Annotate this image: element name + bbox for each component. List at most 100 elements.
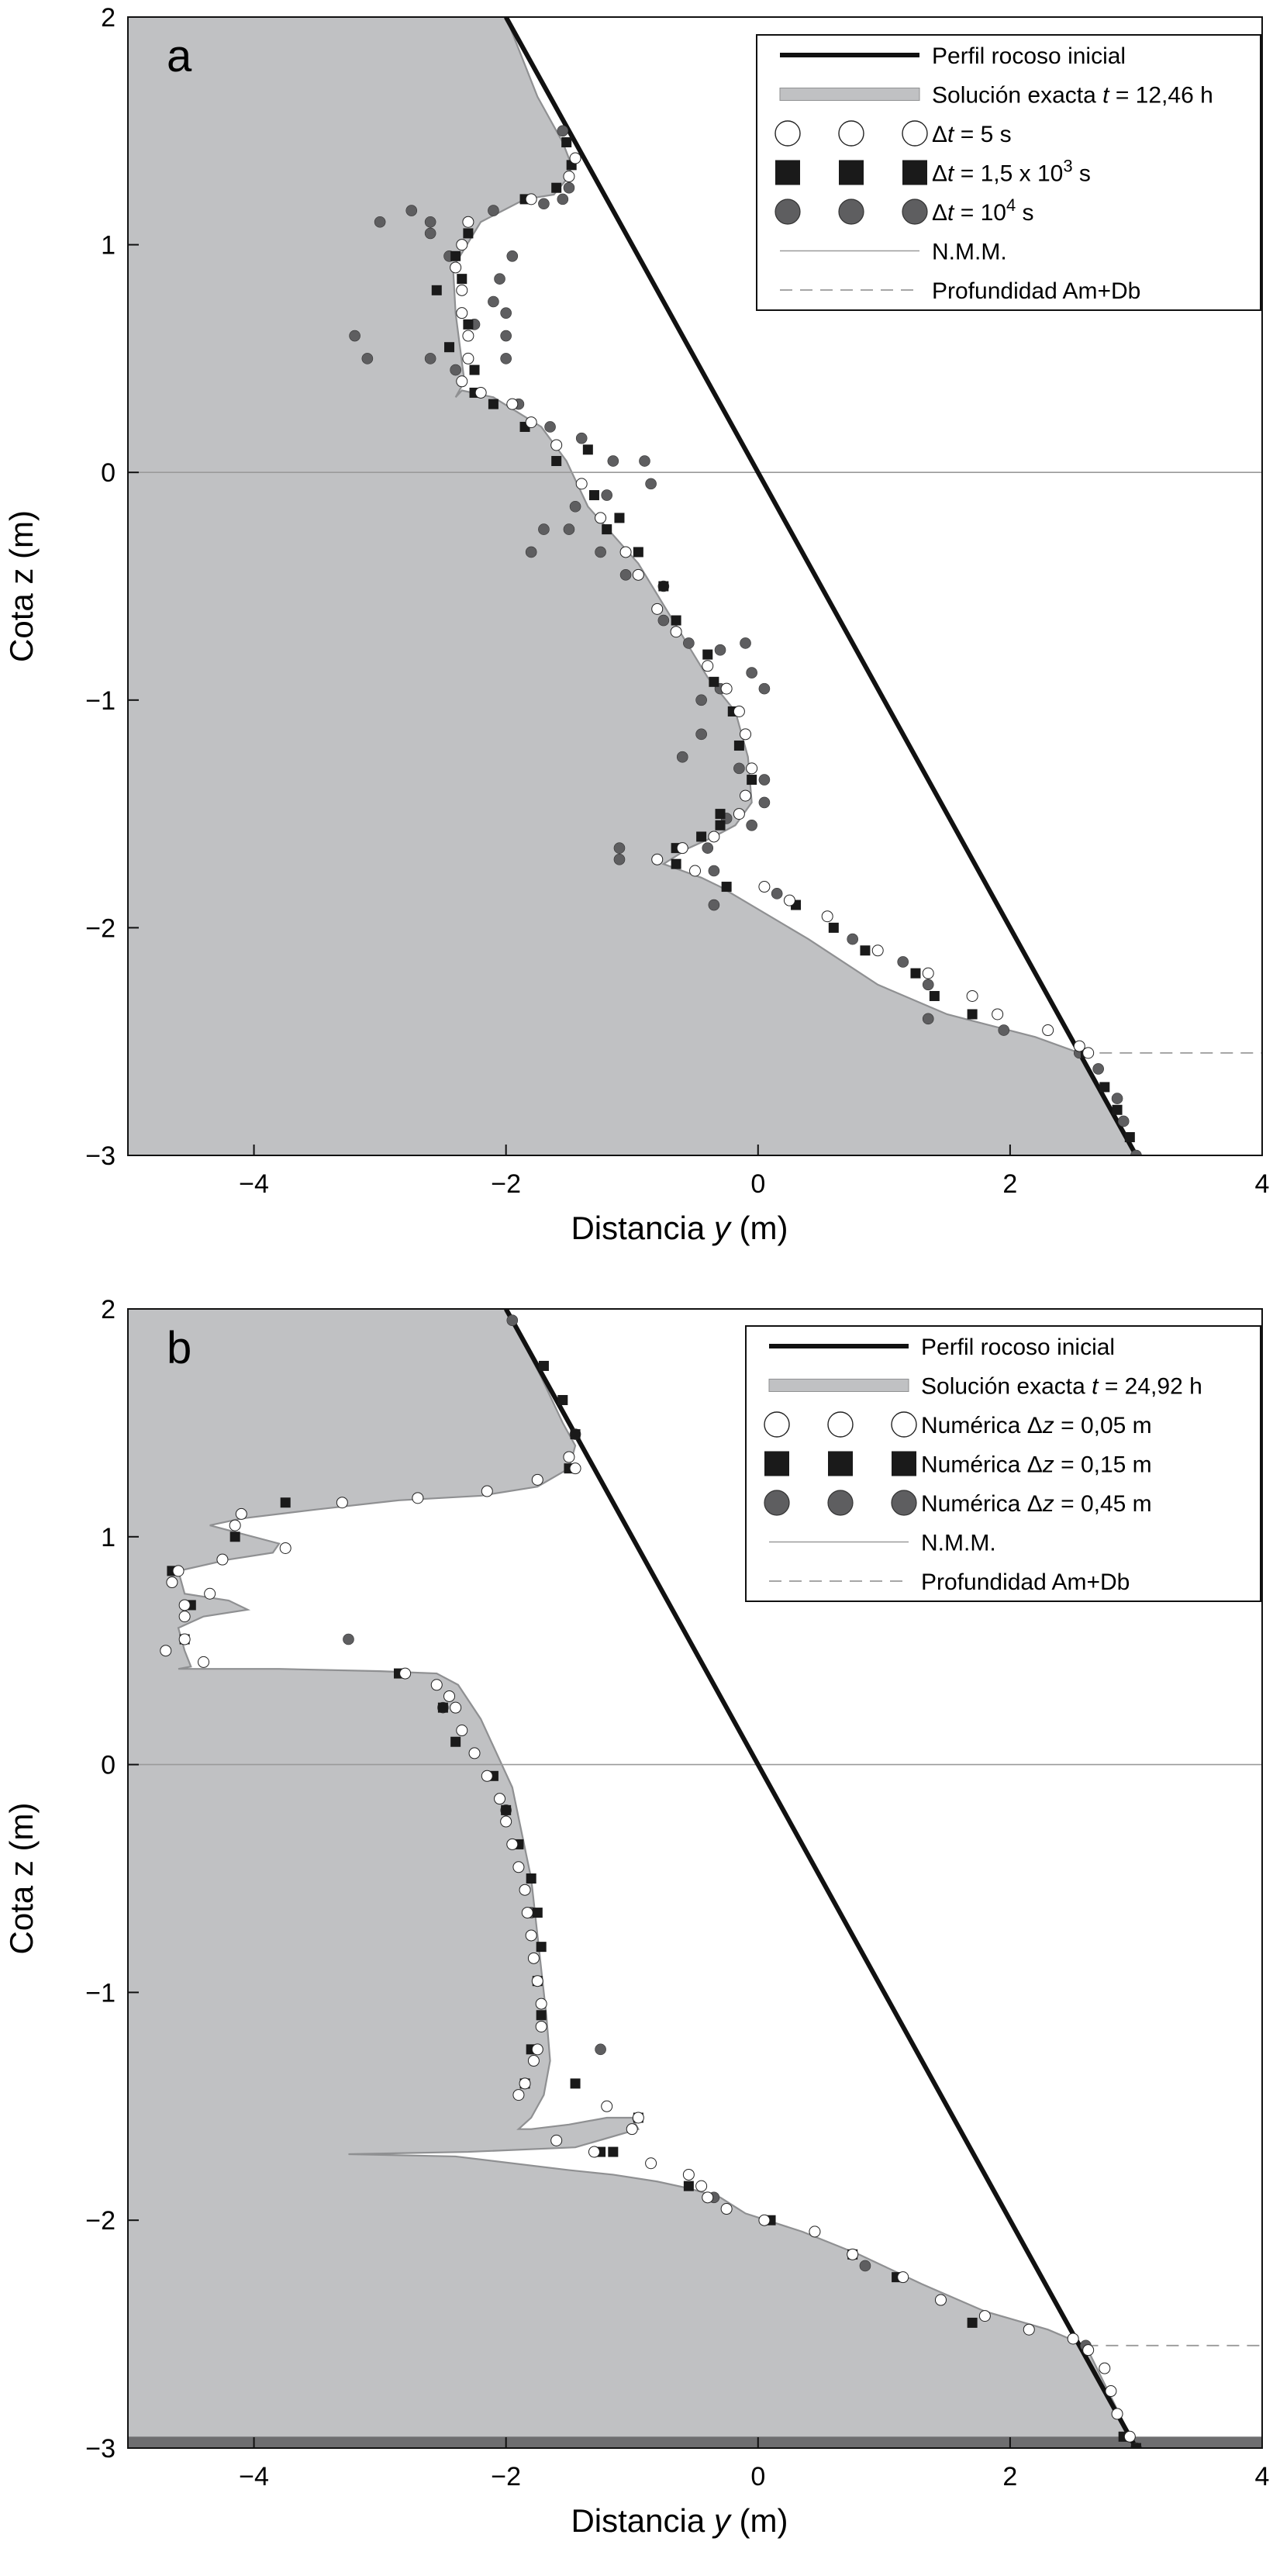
x-tick-label: −2 [491,2462,521,2491]
plot-area [128,1309,1262,2448]
legend-label-part: = 12,46 h [1109,83,1213,109]
data-point [910,968,921,979]
data-point [575,432,588,444]
legend-marker [764,1411,790,1438]
x-axis-label-var: y [712,1210,733,1246]
data-point [506,398,519,410]
x-tick-label: 4 [1255,2462,1270,2491]
data-point [1067,2333,1079,2345]
legend-label-s3: Δt = 104 s [932,195,1034,226]
data-point [708,830,720,843]
legend: Perfil rocoso inicial Solución exacta t =… [756,34,1261,311]
data-point [374,216,386,228]
data-point [670,626,682,638]
data-point [632,2112,644,2124]
data-point [746,667,757,679]
legend-label-part: t [1092,1374,1099,1400]
data-point [424,227,436,240]
data-point [702,660,714,672]
bottom-band [128,2436,1262,2448]
x-axis-label-prefix: Distancia [571,1210,713,1246]
legend-label-part: t [1102,83,1110,109]
data-point [658,581,669,592]
legend-label-part: = 24,92 h [1098,1374,1202,1400]
data-point [828,922,839,933]
y-tick-label: −2 [85,913,116,943]
data-point [500,330,512,342]
data-point [740,789,752,802]
x-tick-label: −2 [491,1169,521,1199]
data-point [601,489,613,501]
data-point [456,239,468,251]
data-point [1124,1132,1135,1143]
data-point [570,2078,581,2089]
data-point [696,831,707,842]
data-point [683,2181,694,2191]
legend-label-part: Numérica Δ [921,1491,1043,1517]
data-point [526,1873,536,1884]
data-point [1112,1104,1123,1115]
data-point [758,796,771,809]
data-point [1082,2344,1095,2357]
legend-label-part: t [947,161,955,187]
data-point [683,637,695,649]
data-point [563,1451,575,1463]
legend-label-depth: Profundidad Am+Db [932,278,1140,304]
data-point [424,353,436,364]
series-1 [450,152,1095,1059]
data-point [626,2123,638,2136]
data-point [462,352,474,364]
data-point [1042,1024,1054,1037]
data-point [450,250,461,261]
initial-profile-line [504,1309,1139,2448]
panel-letter: b [167,1323,191,1373]
data-point [645,478,657,490]
legend-marker [902,199,928,225]
data-point [998,1024,1010,1036]
legend-band [779,88,920,101]
data-point [602,524,612,535]
legend-marker [827,1411,854,1438]
initial-profile-line [504,17,1139,1155]
data-point [771,888,783,900]
legend-symbol-s3 [764,1490,917,1516]
data-point [361,353,374,364]
data-point [405,205,418,216]
data-point [557,193,569,205]
data-point [204,1587,216,1600]
x-axis-label-prefix: Distancia [571,2502,713,2539]
data-point [474,386,487,399]
data-point [613,854,626,865]
data-point [519,2077,531,2090]
data-point [922,979,934,991]
data-point [702,649,713,660]
legend-label-part: N.M.M. [932,240,1007,265]
data-point [934,2294,947,2306]
legend-symbol-s2 [775,160,927,185]
data-point [645,2157,657,2170]
legend-label-part: Perfil rocoso inicial [932,43,1126,69]
plot-frame [127,1308,1263,2449]
data-point [897,2271,909,2284]
legend-symbol-s1 [774,120,928,147]
legend-label-depth: Profundidad Am+Db [921,1569,1130,1595]
legend-label-exact: Solución exacta t = 12,46 h [932,83,1213,109]
data-point [671,615,681,626]
data-point [695,2180,708,2192]
x-tick-label: 2 [1002,2462,1017,2491]
x-axis-label: Distancia y (m) [571,2502,788,2539]
legend-label-part: = 0,45 m [1054,1491,1152,1517]
data-point [809,2226,821,2238]
data-point [702,2191,714,2204]
y-axis-label: Cota z (m) [3,1802,40,1954]
data-point [929,990,940,1001]
data-point [721,882,732,893]
data-point [500,1815,512,1828]
data-point [758,682,771,695]
data-point [462,330,474,342]
data-point [871,944,884,957]
y-tick-label: −3 [85,1141,116,1171]
x-tick-label: 2 [1002,1169,1017,1199]
legend-label-part: Perfil rocoso inicial [921,1335,1115,1360]
data-point [557,1395,568,1406]
